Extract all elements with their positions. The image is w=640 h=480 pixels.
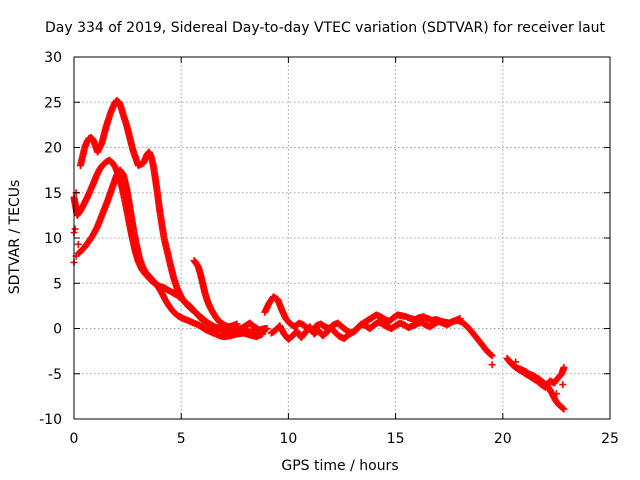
series-track-F [267, 315, 464, 343]
axis-ticks: 0 5 10 15 20 25 -10 -5 0 5 10 15 20 25 30 [39, 50, 619, 447]
y-tick-label: 10 [44, 231, 62, 247]
data-point-marker [487, 351, 495, 359]
grid-lines [74, 57, 610, 419]
data-point-marker [71, 225, 79, 233]
x-tick-label: 0 [70, 431, 79, 447]
series-track-H [507, 359, 568, 391]
data-point-marker [233, 320, 241, 328]
y-tick-label: 15 [44, 186, 62, 202]
data-point-marker [560, 405, 568, 413]
x-axis-label: GPS time / hours [281, 458, 398, 474]
y-tick-label: 0 [53, 322, 62, 338]
y-tick-label: 30 [44, 50, 62, 66]
data-point-marker [74, 240, 82, 248]
data-point-marker [456, 315, 464, 323]
y-tick-label: 5 [53, 276, 62, 292]
data-point-marker [559, 381, 567, 389]
data-point-marker [259, 330, 267, 338]
data-point-marker [512, 358, 520, 366]
x-tick-label: 20 [494, 431, 512, 447]
y-tick-label: -5 [48, 367, 62, 383]
data-point-marker [71, 200, 79, 208]
x-tick-label: 15 [387, 431, 405, 447]
series-track-D [190, 257, 241, 331]
series-track-C [74, 166, 267, 341]
series-track-B [76, 96, 271, 335]
y-axis-label: SDTVAR / TECUs [7, 180, 23, 295]
data-points [70, 96, 568, 413]
y-tick-label: 25 [44, 95, 62, 111]
data-point-marker [552, 390, 560, 398]
y-tick-label: 20 [44, 141, 62, 157]
data-point-marker [559, 404, 567, 412]
y-tick-label: -10 [39, 412, 62, 428]
data-point-marker [488, 361, 496, 369]
data-point-marker [263, 325, 271, 332]
data-point-marker [560, 363, 568, 371]
chart-title: Day 334 of 2019, Sidereal Day-to-day VTE… [45, 20, 606, 36]
x-tick-label: 5 [177, 431, 186, 447]
x-tick-label: 25 [601, 431, 619, 447]
data-point-marker [488, 352, 496, 360]
x-tick-label: 10 [279, 431, 297, 447]
